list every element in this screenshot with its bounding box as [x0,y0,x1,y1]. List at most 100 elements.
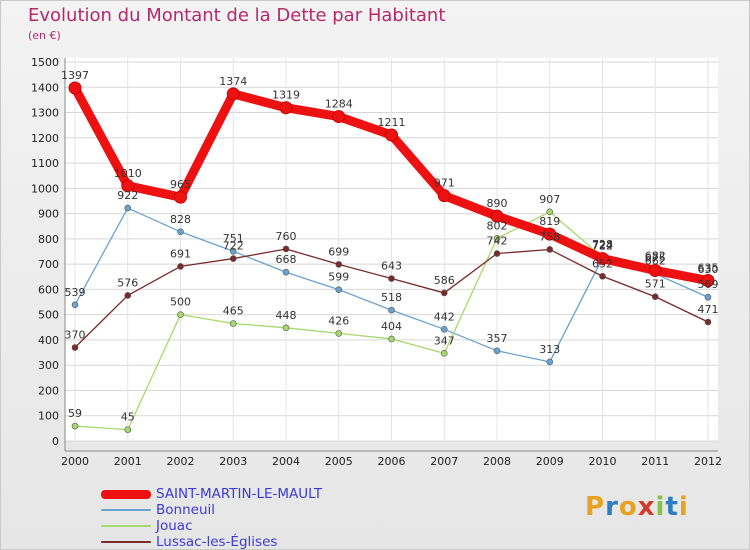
legend-label: Lussac-les-Églises [156,534,278,550]
data-label: 569 [698,278,719,291]
data-point [493,250,501,257]
data-point [335,261,343,268]
legend-item: Jouac [101,518,322,534]
data-label: 742 [487,235,508,248]
data-point [440,326,448,333]
data-point [490,209,504,223]
data-label: 802 [487,219,508,232]
x-tick-label: 2000 [61,455,89,468]
data-point [388,306,395,314]
data-point [596,252,609,266]
data-point [335,286,343,293]
data-label: 662 [645,255,666,268]
data-point [177,228,184,236]
data-point [335,330,343,337]
data-point [543,227,557,241]
proxiti-logo: Proxiti [585,492,689,522]
data-point [282,268,290,276]
y-tick-label: 100 [38,410,59,423]
data-label: 59 [68,407,82,420]
legend-swatch [101,525,151,527]
data-point [68,81,82,95]
data-point [440,350,448,357]
y-tick-label: 700 [38,258,59,271]
data-label: 922 [117,189,138,202]
y-tick-label: 1200 [31,132,59,145]
data-label: 758 [539,230,560,243]
data-label: 630 [698,263,719,276]
y-tick-label: 300 [38,359,59,372]
data-point [651,293,659,301]
data-label: 819 [539,215,560,228]
y-tick-label: 1400 [31,81,59,94]
data-label: 471 [698,303,719,316]
y-tick-label: 1500 [31,56,59,69]
x-tick-label: 2009 [536,455,564,468]
y-tick-label: 200 [38,384,59,397]
data-label: 760 [276,230,297,243]
chart-title: Evolution du Montant de la Dette par Hab… [28,5,446,26]
data-label: 1284 [325,98,353,111]
chart-subtitle: (en €) [28,29,61,42]
data-label: 586 [434,274,455,287]
data-label: 1211 [378,116,406,129]
data-point [229,247,237,255]
x-tick-label: 2010 [589,455,617,468]
data-point [279,101,293,115]
data-point [493,347,501,355]
data-label: 907 [539,193,560,206]
x-tick-label: 2006 [378,455,406,468]
data-label: 347 [434,334,455,347]
data-point [546,246,554,253]
logo-letter: i [655,492,666,522]
data-label: 971 [434,177,455,190]
legend-item: Lussac-les-Églises [101,534,322,550]
data-point [493,235,501,242]
data-label: 699 [328,245,349,258]
logo-letter: P [585,492,606,522]
data-label: 643 [381,260,402,273]
data-point [282,245,290,253]
data-label: 965 [170,178,191,191]
legend-label: Jouac [156,518,193,534]
data-label: 357 [487,332,508,345]
legend-swatch [101,509,151,511]
legend-item: Bonneuil [101,502,322,518]
data-point [124,426,132,433]
data-label: 599 [328,271,349,284]
data-label: 828 [170,213,191,226]
data-point [229,320,237,327]
data-point [388,335,395,343]
data-point [648,263,662,277]
logo-letter: t [665,492,679,522]
x-tick-label: 2004 [272,455,300,468]
data-label: 448 [276,309,297,322]
data-label: 724 [592,239,613,252]
legend-swatch [101,541,151,543]
data-point [385,128,398,142]
logo-letter: o [618,492,638,522]
x-tick-label: 2001 [114,455,142,468]
x-tick-label: 2012 [694,455,722,468]
data-point [229,255,237,262]
data-label: 1374 [219,75,247,88]
x-tick-label: 2011 [641,455,669,468]
data-point [440,289,448,297]
y-tick-label: 600 [38,283,59,296]
data-label: 45 [121,411,135,424]
data-label: 1010 [114,167,142,180]
data-label: 890 [487,197,508,210]
data-label: 576 [117,276,138,289]
y-tick-label: 400 [38,334,59,347]
data-label: 652 [592,257,613,270]
data-point [71,301,79,309]
data-label: 518 [381,291,402,304]
data-label: 722 [592,240,613,253]
y-tick-label: 1100 [31,157,59,170]
logo-letter: i [678,492,689,522]
y-tick-label: 0 [52,435,59,448]
data-point [71,422,79,430]
data-label: 404 [381,320,402,333]
